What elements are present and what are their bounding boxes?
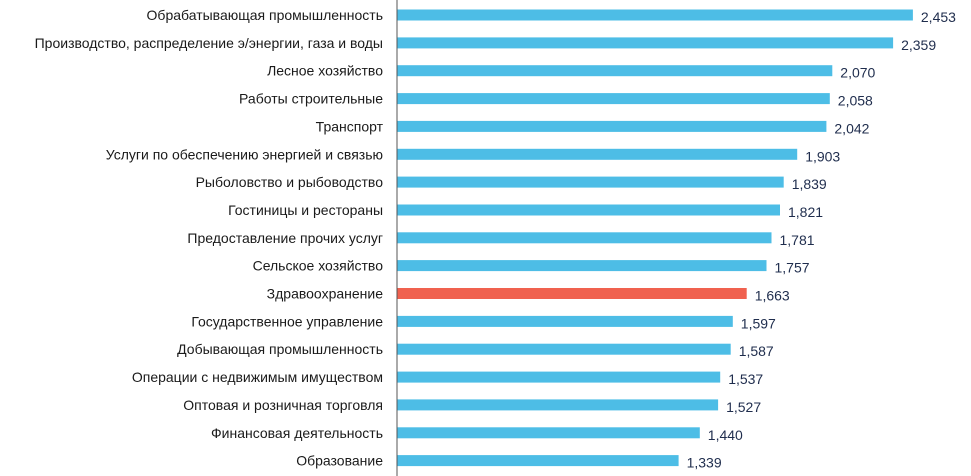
category-label: Услуги по обеспечению энергией и связью: [106, 146, 383, 162]
category-label: Здравоохранение: [267, 286, 384, 302]
value-label: 1,527: [726, 399, 761, 415]
bar: [397, 371, 721, 383]
value-labels: 2,453 2,359 2,070 2,058 2,042 1,903 1,839 1,821…: [687, 9, 957, 471]
category-label: Обрабатывающая промышленность: [147, 7, 383, 23]
category-label: Предоставление прочих услуг: [187, 230, 383, 246]
value-label: 1,587: [739, 343, 774, 359]
value-label: 1,440: [708, 427, 743, 443]
category-label: Образование: [296, 453, 383, 469]
value-label: 1,597: [741, 315, 776, 331]
value-label: 1,839: [792, 176, 827, 192]
value-label: 2,453: [921, 9, 956, 25]
value-label: 2,042: [834, 120, 869, 136]
value-label: 2,058: [838, 93, 873, 109]
value-label: 2,070: [840, 65, 875, 81]
bar: [397, 455, 679, 467]
bar: [397, 148, 798, 160]
bar: [397, 120, 827, 132]
bar: [397, 176, 784, 188]
category-label: Добывающая промышленность: [177, 341, 383, 357]
category-label: Оптовая и розничная торговля: [183, 397, 383, 413]
bar: [397, 427, 700, 439]
value-label: 1,663: [755, 288, 790, 304]
category-label: Финансовая деятельность: [211, 425, 383, 441]
bar: [397, 260, 767, 272]
category-label: Работы строительные: [239, 91, 383, 107]
bar: [397, 343, 731, 355]
bar: [397, 399, 719, 411]
bars: [397, 9, 913, 467]
value-label: 1,821: [788, 204, 823, 220]
value-label: 1,537: [728, 371, 763, 387]
category-label: Государственное управление: [191, 313, 383, 329]
bar: [397, 232, 772, 244]
bar-highlighted: [397, 288, 747, 299]
category-label: Гостиницы и рестораны: [228, 202, 383, 218]
category-label: Производство, распределение э/энергии, г…: [35, 35, 383, 51]
value-label: 1,339: [687, 455, 722, 471]
bar: [397, 9, 913, 21]
category-label: Лесное хозяйство: [267, 63, 383, 79]
bar: [397, 315, 733, 327]
category-label: Рыболовство и рыбоводство: [196, 174, 384, 190]
bar: [397, 204, 780, 216]
value-label: 1,781: [780, 232, 815, 248]
bar: [397, 65, 833, 77]
bar: [397, 37, 894, 49]
category-label: Операции с недвижимым имуществом: [132, 369, 383, 385]
category-label: Транспорт: [316, 118, 384, 134]
category-labels: Обрабатывающая промышленность Производств…: [35, 7, 384, 469]
category-label: Сельское хозяйство: [253, 258, 384, 274]
bar: [397, 93, 830, 105]
value-label: 1,903: [805, 148, 840, 164]
value-label: 1,757: [775, 260, 810, 276]
value-label: 2,359: [901, 37, 936, 53]
